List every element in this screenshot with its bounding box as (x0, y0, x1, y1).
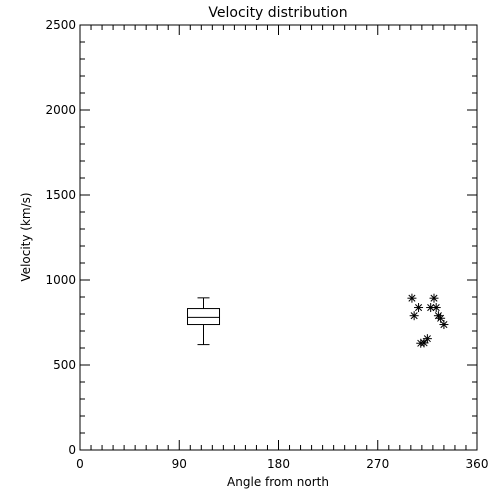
data-point-stroke (427, 304, 435, 312)
data-point (407, 293, 417, 303)
y-axis-label: Velocity (km/s) (19, 192, 33, 281)
data-point-stroke (423, 335, 431, 343)
data-point (431, 303, 441, 313)
data-point-stroke (440, 321, 448, 329)
x-tick-label: 360 (466, 457, 489, 471)
y-tick-label: 500 (53, 358, 76, 372)
data-point-stroke (420, 339, 428, 347)
x-tick-label: 90 (172, 457, 187, 471)
data-point-stroke (437, 314, 445, 322)
y-tick-label: 2000 (45, 103, 76, 117)
data-point (429, 293, 439, 303)
x-tick-label: 180 (267, 457, 290, 471)
y-tick-label: 1000 (45, 273, 76, 287)
data-point (409, 311, 419, 321)
scatter-points (407, 293, 449, 348)
plot-frame (79, 24, 478, 451)
data-point-stroke (410, 312, 418, 320)
box-body (187, 308, 221, 326)
y-axis-ticks: 0 500 1000 1500 2000 2500 (45, 18, 477, 457)
x-axis-label: Angle from north (227, 475, 329, 489)
data-point-stroke (432, 304, 440, 312)
box-plot (187, 297, 221, 346)
y-tick-label: 2500 (45, 18, 76, 32)
data-point (439, 320, 449, 330)
y-tick-label: 0 (68, 443, 76, 457)
chart-title: Velocity distribution (208, 5, 347, 21)
x-tick-label: 270 (366, 457, 389, 471)
data-point (422, 334, 432, 344)
data-point (436, 313, 446, 323)
data-point-stroke (430, 294, 438, 302)
y-tick-label: 1500 (45, 188, 76, 202)
data-point-stroke (415, 304, 423, 312)
data-point (414, 303, 424, 313)
x-axis-ticks: 0 90 180 270 360 (76, 25, 488, 471)
x-tick-label: 0 (76, 457, 84, 471)
data-point-stroke (408, 294, 416, 302)
